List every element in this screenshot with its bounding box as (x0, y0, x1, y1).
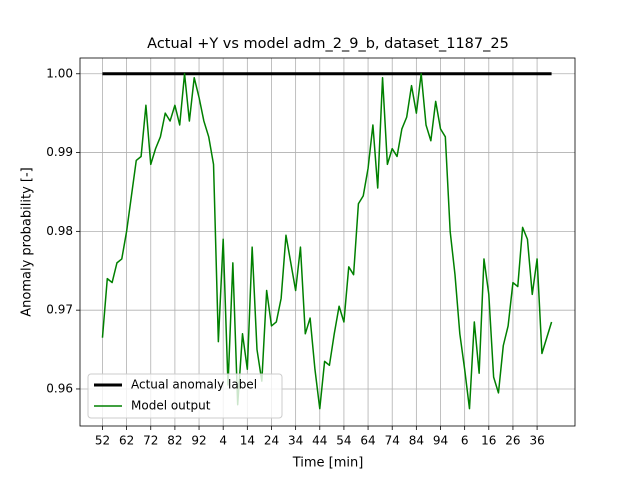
x-tick-label: 26 (505, 434, 520, 448)
axes-frame (79, 57, 576, 427)
x-tick-label: 16 (481, 434, 496, 448)
legend-label: Model output (131, 399, 211, 413)
x-tick-label: 92 (191, 434, 206, 448)
x-tick-label: 84 (409, 434, 424, 448)
y-tick-label: 0.96 (46, 381, 73, 395)
y-tick-label: 0.97 (46, 303, 73, 317)
x-tick-label: 62 (119, 434, 134, 448)
x-tick-label: 24 (264, 434, 279, 448)
x-tick-label: 44 (312, 434, 327, 448)
y-tick-label: 0.98 (46, 224, 73, 238)
x-tick-label: 34 (288, 434, 303, 448)
x-axis-label: Time [min] (292, 456, 364, 471)
x-tick-label: 64 (360, 434, 375, 448)
x-tick-label: 72 (143, 434, 158, 448)
data-line (101, 73, 553, 410)
y-tick-label: 0.99 (46, 145, 73, 159)
x-tick-label: 36 (529, 434, 544, 448)
x-tick-label: 52 (95, 434, 110, 448)
x-tick-label: 14 (240, 434, 255, 448)
y-axis-label: Anomaly probability [-] (20, 167, 35, 316)
x-tick-label: 74 (385, 434, 400, 448)
x-tick-label: 6 (461, 434, 469, 448)
chart-title: Actual +Y vs model adm_2_9_b, dataset_11… (147, 36, 509, 52)
legend-label: Actual anomaly label (131, 378, 257, 392)
x-tick-label: 94 (433, 434, 448, 448)
legend-box (87, 373, 283, 419)
x-tick-label: 82 (167, 434, 182, 448)
x-tick-label: 54 (336, 434, 351, 448)
y-tick-label: 1.00 (46, 66, 73, 80)
x-tick-label: 4 (219, 434, 227, 448)
